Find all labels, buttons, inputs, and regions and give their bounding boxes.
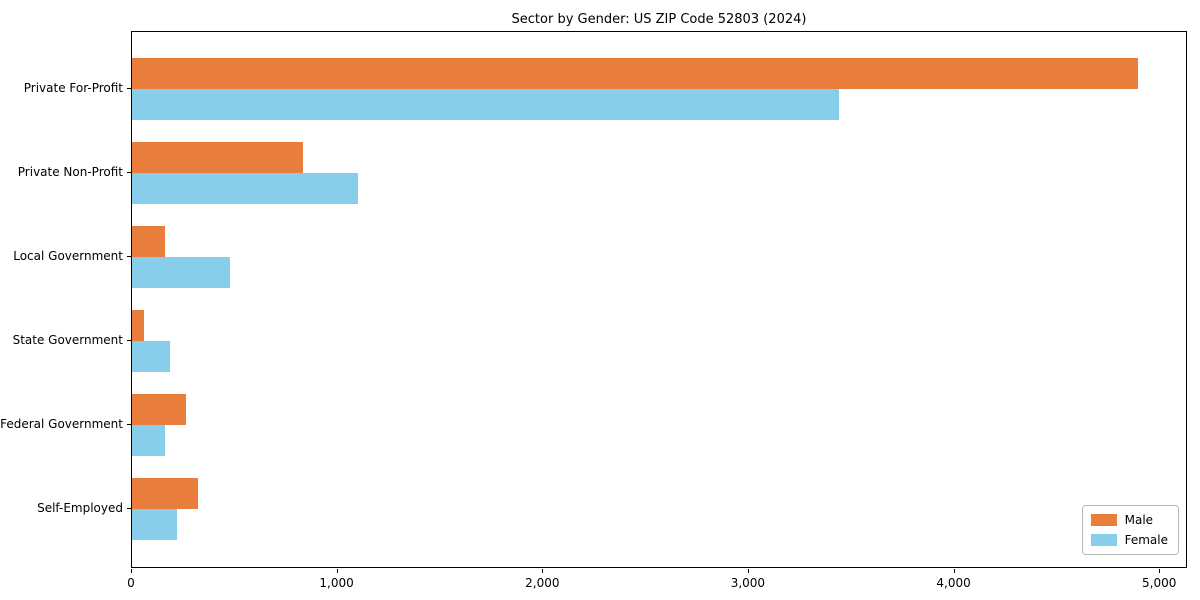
x-tick-mark <box>336 569 338 573</box>
legend-label-female: Female <box>1124 533 1168 547</box>
y-tick-mark <box>127 88 131 89</box>
bar-female-local-government <box>132 257 230 288</box>
x-tick-mark <box>747 569 749 573</box>
y-tick-label-state-government: State Government <box>12 333 123 347</box>
y-tick-mark <box>127 508 131 509</box>
chart-title: Sector by Gender: US ZIP Code 52803 (202… <box>511 12 807 27</box>
x-tick-label: 0 <box>127 576 135 590</box>
male-color-swatch <box>1090 514 1117 526</box>
y-tick-label-self-employed: Self-Employed <box>37 501 123 515</box>
bar-male-local-government <box>132 226 165 257</box>
x-tick-label: 3,000 <box>730 576 766 590</box>
bar-female-private-non-profit <box>132 173 359 204</box>
y-tick-label-private-non-profit: Private Non-Profit <box>17 165 123 179</box>
x-tick-mark <box>953 569 955 573</box>
bar-female-state-government <box>132 341 170 372</box>
y-tick-mark <box>127 340 131 341</box>
legend-item-female: Female <box>1090 533 1168 547</box>
x-tick-mark <box>131 569 132 573</box>
plot-area: Male Female <box>131 31 1187 568</box>
bar-female-private-for-profit <box>132 89 840 120</box>
y-tick-label-local-government: Local Government <box>13 249 123 263</box>
y-tick-mark <box>127 256 131 257</box>
y-tick-label-private-for-profit: Private For-Profit <box>23 81 123 95</box>
x-tick-label: 1,000 <box>319 576 354 590</box>
female-color-swatch <box>1090 534 1117 546</box>
x-tick-label: 2,000 <box>525 576 560 590</box>
y-tick-label-federal-government: Federal Government <box>0 417 123 431</box>
y-tick-mark <box>127 424 131 425</box>
bar-male-self-employed <box>132 478 198 509</box>
y-tick-mark <box>127 172 131 173</box>
x-tick-mark <box>542 569 544 573</box>
legend: Male Female <box>1081 505 1179 555</box>
x-tick-mark <box>1159 569 1161 573</box>
bar-female-self-employed <box>132 509 178 540</box>
legend-label-male: Male <box>1124 513 1154 527</box>
bar-male-federal-government <box>132 394 186 425</box>
bar-male-state-government <box>132 310 145 341</box>
x-tick-label: 4,000 <box>936 576 971 590</box>
bar-male-private-for-profit <box>132 58 1138 89</box>
bar-female-federal-government <box>132 425 165 456</box>
legend-item-male: Male <box>1090 513 1168 527</box>
bar-male-private-non-profit <box>132 142 303 173</box>
x-tick-label: 5,000 <box>1142 576 1177 590</box>
